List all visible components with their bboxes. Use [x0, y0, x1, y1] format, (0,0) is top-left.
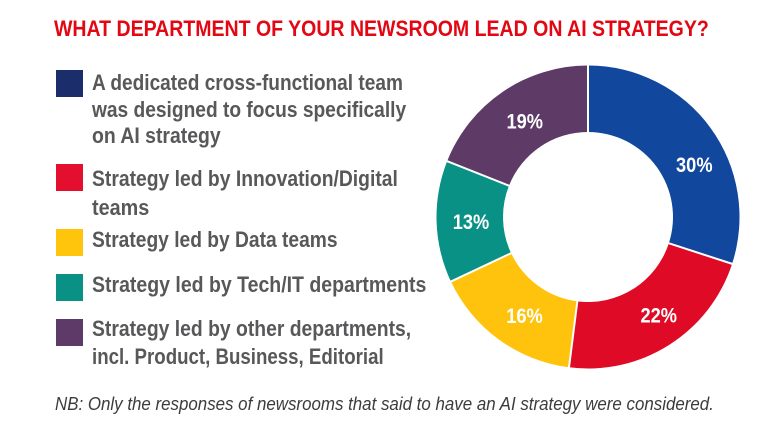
- svg-text:13%: 13%: [453, 209, 490, 234]
- svg-text:22%: 22%: [640, 302, 677, 327]
- svg-text:19%: 19%: [506, 108, 543, 133]
- svg-text:16%: 16%: [506, 303, 543, 328]
- svg-text:30%: 30%: [676, 152, 713, 177]
